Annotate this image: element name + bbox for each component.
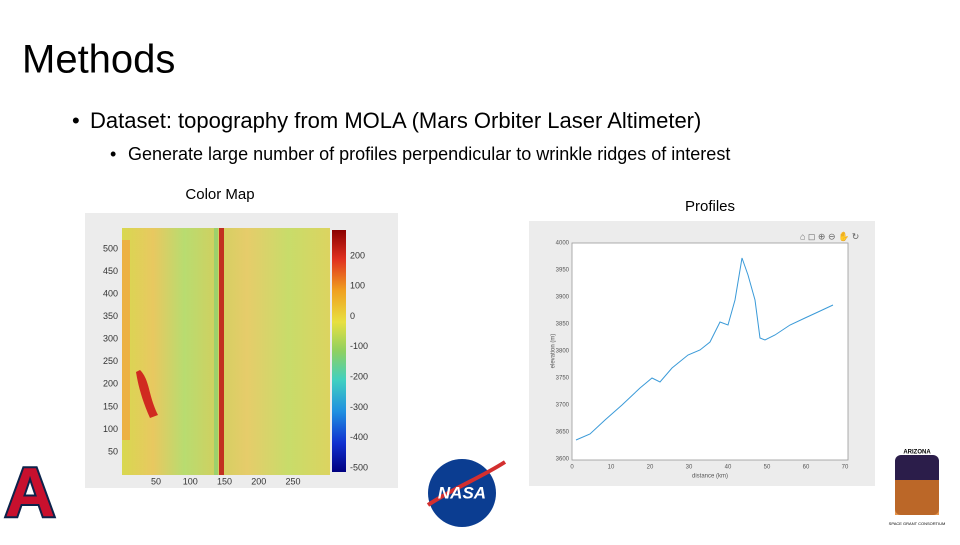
space-grant-subtitle: SPACE GRANT CONSORTIUM xyxy=(889,521,946,526)
y-tick-label: 400 xyxy=(103,288,118,298)
x-tick-label: 60 xyxy=(803,465,810,471)
slide-title: Methods xyxy=(22,38,175,82)
x-tick-label: 50 xyxy=(151,476,161,486)
bullet: Dataset: topography from MOLA (Mars Orbi… xyxy=(90,108,701,133)
y-tick-label: 4000 xyxy=(556,241,570,247)
heatmap-feature xyxy=(219,228,224,475)
colorbar-tick-label: -100 xyxy=(350,341,368,351)
space-grant-logo-sunset xyxy=(895,480,939,515)
y-tick-label: 50 xyxy=(108,446,118,456)
y-tick-label: 3750 xyxy=(556,376,570,382)
colorbar-tick-label: -300 xyxy=(350,402,368,412)
heatmap xyxy=(122,228,330,475)
colorbar-tick-label: 0 xyxy=(350,311,355,321)
x-tick-label: 250 xyxy=(285,476,300,486)
x-tick-label: 0 xyxy=(570,465,574,471)
y-axis-label: elevation (m) xyxy=(551,334,557,369)
x-tick-label: 40 xyxy=(725,465,732,471)
x-tick-label: 10 xyxy=(608,465,615,471)
x-axis-label: distance (km) xyxy=(692,474,728,480)
colorbar-tick-label: 200 xyxy=(350,250,365,260)
y-tick-label: 300 xyxy=(103,334,118,344)
colorbar-tick-label: -200 xyxy=(350,372,368,382)
x-tick-label: 30 xyxy=(686,465,693,471)
y-tick-label: 350 xyxy=(103,311,118,321)
sub-bullet: Generate large number of profiles perpen… xyxy=(128,144,730,164)
colorbar-tick-label: -400 xyxy=(350,432,368,442)
figure-caption: Profiles xyxy=(685,198,735,215)
y-tick-label: 250 xyxy=(103,356,118,366)
profile-line xyxy=(575,257,834,441)
y-tick-label: 3950 xyxy=(556,268,570,274)
bullet-marker: • xyxy=(72,108,80,133)
y-tick-label: 450 xyxy=(103,266,118,276)
y-tick-label: 3600 xyxy=(556,457,570,463)
x-tick-label: 50 xyxy=(764,465,771,471)
profile-figure: ⌂ ◻ ⊕ ⊖ ✋ ↻ distance (km) elevation (m) … xyxy=(529,221,875,486)
y-tick-label: 3850 xyxy=(556,322,570,328)
y-tick-label: 200 xyxy=(103,379,118,389)
bullet-marker: • xyxy=(110,144,116,164)
heatmap-feature xyxy=(136,370,158,418)
y-tick-label: 3700 xyxy=(556,403,570,409)
heatmap-band xyxy=(122,240,130,440)
plot-area xyxy=(571,242,849,461)
y-tick-label: 3900 xyxy=(556,295,570,301)
colorbar-tick-label: 100 xyxy=(350,281,365,291)
arizona-logo: A xyxy=(5,453,56,531)
figure-caption: Color Map xyxy=(185,186,254,203)
colorbar xyxy=(332,230,346,472)
x-tick-label: 70 xyxy=(842,465,849,471)
nasa-text: NASA xyxy=(438,483,486,502)
y-tick-label: 150 xyxy=(103,401,118,411)
space-grant-title: ARIZONA xyxy=(903,450,931,456)
y-tick-label: 500 xyxy=(103,243,118,253)
y-tick-label: 3650 xyxy=(556,430,570,436)
x-tick-label: 200 xyxy=(251,476,266,486)
x-tick-label: 100 xyxy=(183,476,198,486)
heatmap-feature xyxy=(214,228,218,475)
toolbar-icons: ⌂ ◻ ⊕ ⊖ ✋ ↻ xyxy=(800,230,859,241)
colorbar-tick-label: -500 xyxy=(350,462,368,472)
y-tick-label: 100 xyxy=(103,424,118,434)
nasa-swoosh xyxy=(426,460,507,507)
color-map-figure: 500 450 400 350 300 250 200 150 100 50 50 100 150 200… xyxy=(85,213,398,488)
y-tick-label: 3800 xyxy=(556,349,570,355)
x-tick-label: 150 xyxy=(217,476,232,486)
x-tick-label: 20 xyxy=(647,465,654,471)
